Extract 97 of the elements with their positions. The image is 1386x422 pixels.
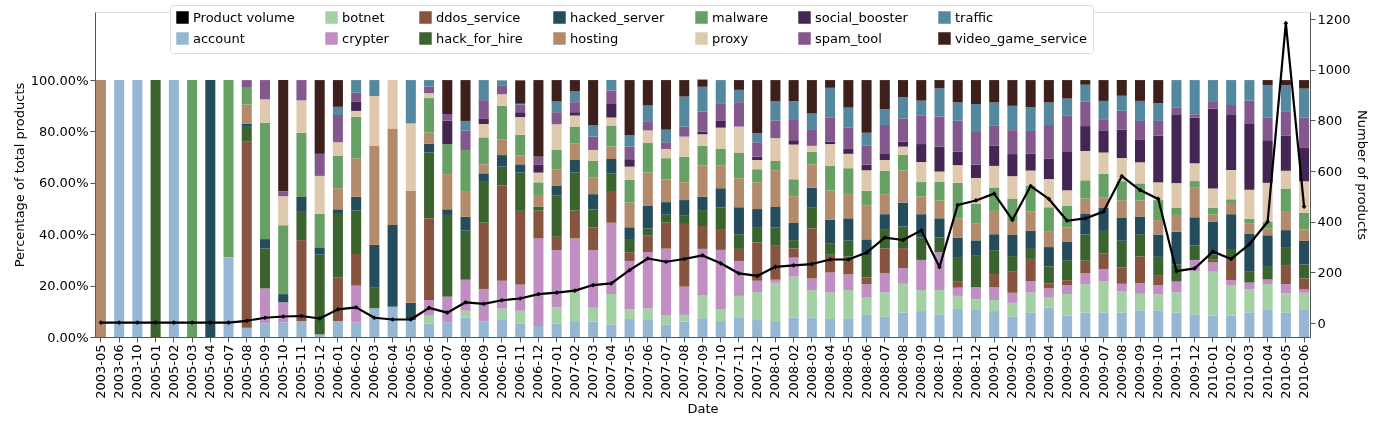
x-tick-label: 2009-06 (1077, 344, 1093, 399)
x-tick-label: 2009-01 (986, 344, 1002, 399)
x-tick-label: 2009-12 (1186, 344, 1202, 399)
x-tick-label: 2008-09 (913, 344, 929, 399)
x-tick-label: 2007-02 (566, 344, 582, 399)
legend-label: account (193, 30, 245, 46)
x-tick-label: 2003-10 (129, 344, 145, 399)
x-tick-label: 2010-06 (1296, 344, 1312, 399)
x-tick-label: 2006-01 (329, 344, 345, 399)
y-tick-label: 100.00% (30, 72, 89, 88)
x-tick-label: 2005-09 (256, 344, 272, 399)
x-tick-label: 2008-06 (858, 344, 874, 399)
x-tick-label: 2009-09 (1132, 344, 1148, 399)
x-tick-label: 2006-07 (439, 344, 455, 399)
x-tick-label: 2003-05 (92, 344, 108, 399)
legend-label: video_game_service (955, 30, 1087, 46)
x-tick-label: 2008-11 (949, 344, 965, 399)
x-tick-label: 2008-03 (803, 344, 819, 399)
x-tick-label: 2005-02 (165, 344, 181, 399)
x-tick-label: 2005-12 (311, 344, 327, 399)
legend-label: traffic (955, 9, 994, 25)
y2-axis-title: Number of products (1354, 110, 1370, 241)
legend-label: hosting (570, 30, 619, 46)
x-tick-label: 2010-03 (1241, 344, 1257, 399)
x-tick-label: 2008-05 (840, 344, 856, 399)
x-tick-label: 2007-11 (730, 344, 746, 399)
legend-label: ddos_service (436, 9, 521, 25)
x-tick-label: 2009-02 (1004, 344, 1020, 399)
y-tick-label: 20.00% (38, 278, 89, 294)
legend-label: hacked_server (570, 9, 665, 25)
y2-tick-label: 600 (1317, 163, 1343, 179)
legend-label: proxy (712, 30, 749, 46)
y-axis-title: Percentage of total products (11, 82, 27, 268)
y2-tick-label: 400 (1317, 214, 1343, 230)
x-tick-label: 2006-09 (475, 344, 491, 399)
x-tick-label: 2006-11 (512, 344, 528, 399)
legend-label: spam_tool (815, 30, 882, 46)
x-tick-label: 2005-08 (238, 344, 254, 399)
x-tick-label: 2008-02 (785, 344, 801, 399)
x-tick-label: 2006-03 (366, 344, 382, 399)
y2-tick-label: 0 (1317, 315, 1326, 331)
x-tick-label: 2005-03 (184, 344, 200, 399)
x-tick-label: 2009-07 (1095, 344, 1111, 399)
x-tick-label: 2007-06 (639, 344, 655, 399)
x-tick-label: 2005-11 (293, 344, 309, 399)
x-tick-label: 2010-04 (1259, 344, 1275, 399)
legend-label: botnet (342, 9, 385, 25)
y2-tick-label: 800 (1317, 112, 1343, 128)
x-tick-label: 2006-04 (384, 344, 400, 399)
x-tick-label: 2007-09 (694, 344, 710, 399)
x-tick-label: 2009-08 (1113, 344, 1129, 399)
x-tick-label: 2009-11 (1168, 344, 1184, 399)
x-tick-label: 2008-12 (967, 344, 983, 399)
y-tick-label: 60.00% (38, 175, 89, 191)
x-tick-label: 2005-07 (220, 344, 236, 399)
legend-label: Product volume (193, 9, 295, 25)
y-tick-label: 0.00% (47, 329, 89, 345)
x-tick-label: 2006-08 (457, 344, 473, 399)
x-tick-label: 2007-07 (658, 344, 674, 399)
x-tick-label: 2007-05 (621, 344, 637, 399)
legend-label: social_booster (815, 9, 909, 25)
x-tick-label: 2010-01 (1204, 344, 1220, 399)
x-tick-label: 2009-04 (1040, 344, 1056, 399)
y2-tick-label: 1200 (1317, 11, 1351, 27)
x-tick-label: 2005-04 (202, 344, 218, 399)
x-tick-label: 2007-04 (603, 344, 619, 399)
x-tick-label: 2008-07 (876, 344, 892, 399)
x-tick-label: 2006-02 (348, 344, 364, 399)
legend-label: hack_for_hire (436, 30, 523, 46)
x-tick-label: 2007-12 (749, 344, 765, 399)
y2-tick-label: 200 (1317, 264, 1343, 280)
legend-label: malware (712, 9, 768, 25)
x-tick-label: 2008-04 (822, 344, 838, 399)
x-tick-label: 2010-05 (1277, 344, 1293, 399)
x-tick-label: 2008-08 (895, 344, 911, 399)
x-tick-label: 2005-10 (275, 344, 291, 399)
x-tick-label: 2003-06 (111, 344, 127, 399)
x-tick-label: 2010-02 (1223, 344, 1239, 399)
x-tick-label: 2008-10 (931, 344, 947, 399)
x-axis-title: Date (687, 400, 719, 416)
x-tick-label: 2009-03 (1022, 344, 1038, 399)
y-tick-label: 40.00% (38, 226, 89, 242)
x-tick-label: 2006-05 (402, 344, 418, 399)
x-tick-label: 2006-12 (530, 344, 546, 399)
x-tick-label: 2007-03 (585, 344, 601, 399)
x-tick-label: 2007-10 (712, 344, 728, 399)
x-tick-label: 2006-06 (421, 344, 437, 399)
legend-label: crypter (342, 30, 390, 46)
x-tick-label: 2008-01 (767, 344, 783, 399)
x-tick-label: 2007-08 (676, 344, 692, 399)
y2-tick-label: 1000 (1317, 62, 1351, 78)
x-tick-label: 2007-01 (548, 344, 564, 399)
y-tick-label: 80.00% (38, 123, 89, 139)
x-tick-label: 2009-10 (1150, 344, 1166, 399)
x-tick-label: 2006-10 (493, 344, 509, 399)
x-tick-label: 2009-05 (1059, 344, 1075, 399)
x-tick-label: 2005-01 (147, 344, 163, 399)
